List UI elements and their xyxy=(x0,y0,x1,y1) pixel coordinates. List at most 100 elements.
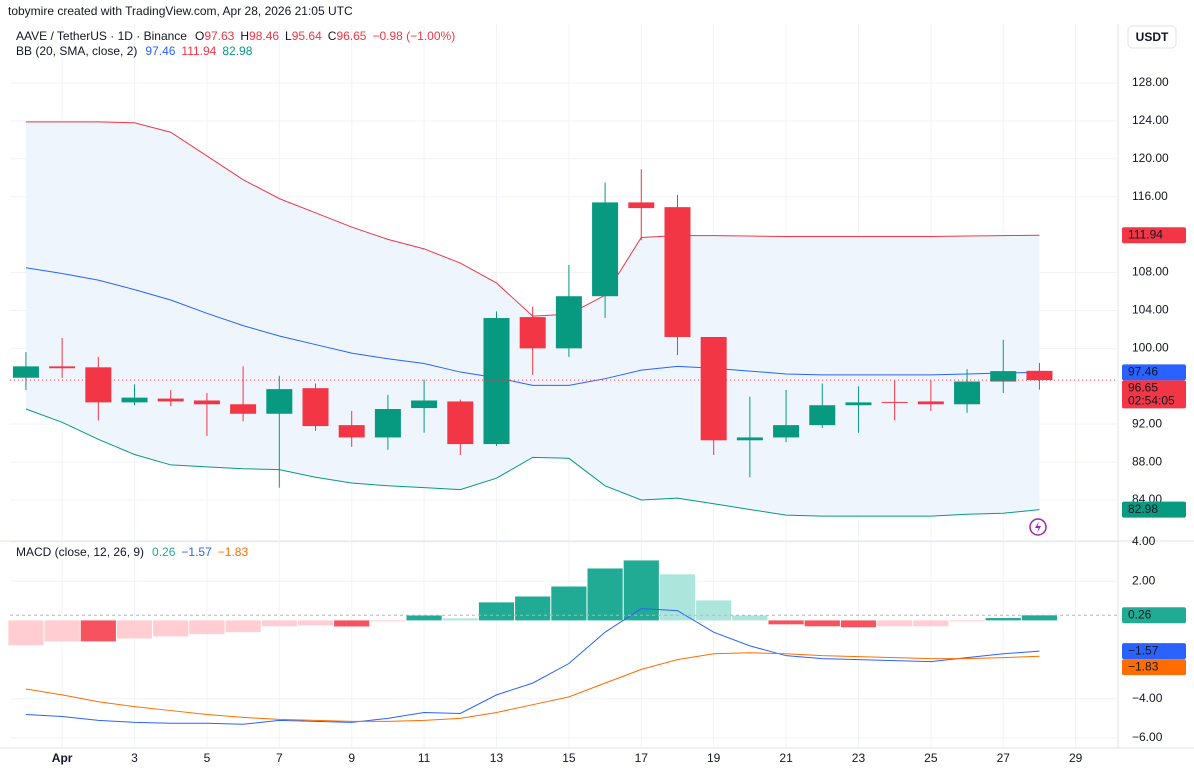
x-tick-label: 7 xyxy=(276,751,283,765)
macd-histogram-bar xyxy=(406,615,442,621)
x-tick-label: 11 xyxy=(418,751,431,765)
candle-body xyxy=(990,371,1017,382)
candle-body xyxy=(773,425,800,438)
candle-body xyxy=(302,388,329,427)
macd-histogram-bar xyxy=(659,574,696,621)
macd-histogram-bar xyxy=(8,620,44,646)
macd-histogram-bar xyxy=(44,620,80,642)
macd-macd-label-box xyxy=(1122,643,1186,660)
macd-histogram-bar xyxy=(587,568,623,621)
x-tick-label: Apr xyxy=(52,751,73,765)
candle-body xyxy=(881,401,908,403)
candle-body xyxy=(374,409,401,438)
macd-tick-label: 4.00 xyxy=(1132,534,1156,548)
candle-body xyxy=(49,366,76,369)
macd-histogram-bar xyxy=(153,620,189,637)
macd-histogram-bar xyxy=(1021,615,1058,621)
candle-body xyxy=(845,402,872,406)
ohlc-letter: O xyxy=(195,29,204,43)
bb-lower-label-box xyxy=(1122,501,1186,518)
ohlc-letter: H xyxy=(240,29,249,43)
y-tick-label: 128.00 xyxy=(1132,75,1169,89)
ohlc-value: 97.63 xyxy=(204,29,234,43)
macd-histogram-bar xyxy=(225,620,261,633)
x-tick-label: 3 xyxy=(131,751,138,765)
macd-histogram-bar xyxy=(261,620,297,627)
macd-tick-label: −4.00 xyxy=(1132,691,1163,705)
candle-body xyxy=(917,401,944,405)
y-tick-label: 88.00 xyxy=(1132,454,1162,468)
x-tick-label: 25 xyxy=(924,751,938,765)
macd-histogram-label-box xyxy=(1122,607,1186,624)
bb-upper-label-text: 111.94 xyxy=(1128,227,1163,241)
macd-histogram-bar xyxy=(840,620,877,628)
macd-histogram-bar xyxy=(768,620,804,625)
bb-basis-label-box xyxy=(1122,364,1186,381)
ohlc-letter: C xyxy=(328,29,337,43)
macd-histogram-bar xyxy=(334,620,370,627)
x-tick-label: 15 xyxy=(562,751,576,765)
macd-signal-label-text: −1.83 xyxy=(1128,659,1159,673)
watermark-header: tobymire created with TradingView.com, A… xyxy=(8,4,353,18)
y-tick-label: 108.00 xyxy=(1132,265,1169,279)
y-tick-label: 100.00 xyxy=(1132,341,1169,355)
x-tick-label: 9 xyxy=(348,751,355,765)
candle-body xyxy=(809,405,836,426)
macd-histogram-bar xyxy=(804,620,840,627)
macd-histogram-bar xyxy=(877,620,913,627)
candle-body xyxy=(230,404,257,414)
candle-body xyxy=(12,366,39,378)
macd-histogram-bar xyxy=(913,620,949,627)
candle-body xyxy=(592,202,619,297)
x-tick-label: 29 xyxy=(1069,751,1083,765)
macd-tick-label: −6.00 xyxy=(1132,730,1163,744)
macd-histogram-bar xyxy=(478,602,515,621)
marks-layer xyxy=(8,121,1118,725)
macd-label: MACD (close, 12, 26, 9) xyxy=(16,545,144,559)
candle-body xyxy=(266,389,293,414)
bb-lower-line xyxy=(25,408,1040,517)
candle-body xyxy=(664,207,691,337)
candle-body xyxy=(85,367,112,403)
macd-signal-label-box xyxy=(1122,659,1186,676)
candle-body xyxy=(628,202,655,209)
macd-tick-label: 2.00 xyxy=(1132,573,1156,587)
macd-histogram-bar xyxy=(189,620,225,635)
candle-body xyxy=(447,401,474,445)
symbol-title: AAVE / TetherUS · 1D · Binance xyxy=(16,29,187,43)
macd-macd-label-text: −1.57 xyxy=(1128,643,1159,657)
macd-value: 0.26 xyxy=(152,545,176,559)
candle-body xyxy=(736,437,763,441)
x-tick-label: 13 xyxy=(490,751,504,765)
macd-value: −1.83 xyxy=(218,545,249,559)
bb-lower-label-text: 82.98 xyxy=(1128,502,1158,516)
macd-histogram-bar xyxy=(297,620,334,626)
y-tick-label: 124.00 xyxy=(1132,113,1169,127)
bb-label: BB (20, SMA, close, 2) xyxy=(16,44,137,58)
currency-box xyxy=(1127,25,1177,49)
candle-body xyxy=(555,296,582,349)
x-tick-label: 19 xyxy=(707,751,721,765)
currency-label: USDT xyxy=(1136,30,1169,44)
macd-histogram-bar xyxy=(696,600,732,621)
candle-body xyxy=(700,336,727,441)
bb-upper-label-box xyxy=(1122,227,1186,244)
y-tick-label: 104.00 xyxy=(1132,303,1169,317)
bb-value: 97.46 xyxy=(145,44,175,58)
bb-basis-line xyxy=(25,267,1040,386)
signal-line xyxy=(25,652,1040,722)
candle-body xyxy=(954,381,981,405)
ohlc-value: 95.64 xyxy=(292,29,322,43)
macd-histogram-bar xyxy=(80,620,116,642)
ohlc-value: 98.46 xyxy=(249,29,279,43)
candle-body xyxy=(519,317,546,349)
candle-body xyxy=(1026,370,1053,381)
y-tick-label: 120.00 xyxy=(1132,151,1169,165)
bb-value: 82.98 xyxy=(222,44,252,58)
macd-histogram-bar xyxy=(442,618,478,621)
last-price-label-box xyxy=(1122,380,1186,409)
ohlc-letter: L xyxy=(285,29,292,43)
x-tick-label: 23 xyxy=(852,751,866,765)
